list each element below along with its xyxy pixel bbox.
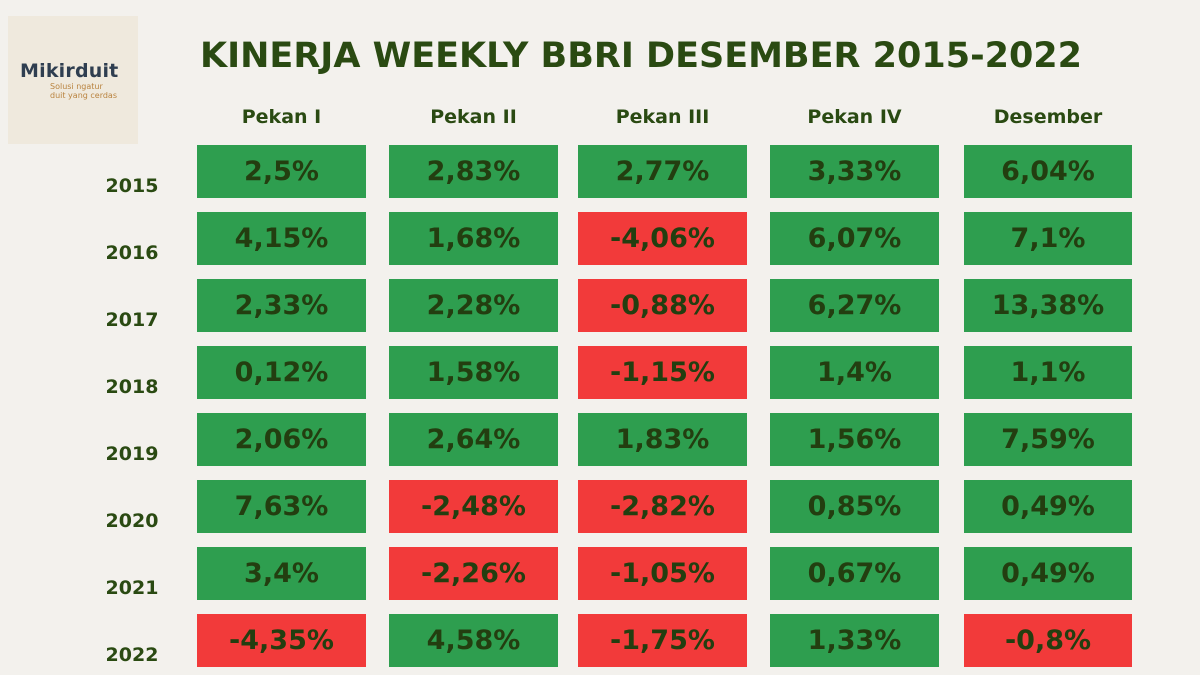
- cell-2018-col2: 1,58%: [389, 346, 558, 399]
- row-label-2016: 2016: [105, 242, 159, 264]
- cell-2016-col4: 6,07%: [770, 212, 939, 265]
- cell-2015-col4: 3,33%: [770, 145, 939, 198]
- column-header-1: Pekan I: [241, 106, 322, 128]
- column-header-2: Pekan II: [430, 106, 517, 128]
- cell-2018-col4: 1,4%: [770, 346, 939, 399]
- column-header-5: Desember: [993, 106, 1103, 128]
- cell-2016-col2: 1,68%: [389, 212, 558, 265]
- cell-2015-col5: 6,04%: [964, 145, 1132, 198]
- cell-2022-col3: -1,75%: [578, 614, 747, 667]
- cell-2016-col3: -4,06%: [578, 212, 747, 265]
- cell-2017-col5: 13,38%: [964, 279, 1132, 332]
- row-label-2018: 2018: [105, 376, 159, 398]
- cell-2020-col4: 0,85%: [770, 480, 939, 533]
- cell-2016-col1: 4,15%: [197, 212, 366, 265]
- cell-2015-col2: 2,83%: [389, 145, 558, 198]
- cell-2022-col2: 4,58%: [389, 614, 558, 667]
- cell-2019-col5: 7,59%: [964, 413, 1132, 466]
- column-header-3: Pekan III: [615, 106, 710, 128]
- cell-2018-col5: 1,1%: [964, 346, 1132, 399]
- cell-2022-col4: 1,33%: [770, 614, 939, 667]
- row-label-2017: 2017: [105, 309, 159, 331]
- cell-2020-col3: -2,82%: [578, 480, 747, 533]
- cell-2017-col4: 6,27%: [770, 279, 939, 332]
- cell-2020-col1: 7,63%: [197, 480, 366, 533]
- cell-2017-col2: 2,28%: [389, 279, 558, 332]
- cell-2019-col1: 2,06%: [197, 413, 366, 466]
- row-label-2019: 2019: [105, 443, 159, 465]
- chart-title: KINERJA WEEKLY BBRI DESEMBER 2015-2022: [200, 36, 1083, 76]
- cell-2020-col5: 0,49%: [964, 480, 1132, 533]
- cell-2017-col3: -0,88%: [578, 279, 747, 332]
- cell-2021-col3: -1,05%: [578, 547, 747, 600]
- logo-tagline-1: Solusi ngatur: [50, 82, 103, 91]
- logo-name: Mikirduit: [20, 60, 119, 82]
- cell-2020-col2: -2,48%: [389, 480, 558, 533]
- row-label-2021: 2021: [105, 577, 159, 599]
- cell-2021-col2: -2,26%: [389, 547, 558, 600]
- logo: Mikirduit Solusi ngatur duit yang cerdas: [8, 16, 138, 144]
- row-label-2020: 2020: [105, 510, 159, 532]
- cell-2021-col1: 3,4%: [197, 547, 366, 600]
- cell-2021-col5: 0,49%: [964, 547, 1132, 600]
- logo-tagline-2: duit yang cerdas: [50, 91, 117, 100]
- cell-2016-col5: 7,1%: [964, 212, 1132, 265]
- cell-2018-col3: -1,15%: [578, 346, 747, 399]
- row-label-2015: 2015: [105, 175, 159, 197]
- cell-2022-col5: -0,8%: [964, 614, 1132, 667]
- cell-2015-col1: 2,5%: [197, 145, 366, 198]
- cell-2015-col3: 2,77%: [578, 145, 747, 198]
- cell-2019-col3: 1,83%: [578, 413, 747, 466]
- cell-2018-col1: 0,12%: [197, 346, 366, 399]
- cell-2022-col1: -4,35%: [197, 614, 366, 667]
- row-label-2022: 2022: [105, 644, 159, 666]
- cell-2019-col4: 1,56%: [770, 413, 939, 466]
- cell-2021-col4: 0,67%: [770, 547, 939, 600]
- column-header-4: Pekan IV: [807, 106, 902, 128]
- cell-2017-col1: 2,33%: [197, 279, 366, 332]
- cell-2019-col2: 2,64%: [389, 413, 558, 466]
